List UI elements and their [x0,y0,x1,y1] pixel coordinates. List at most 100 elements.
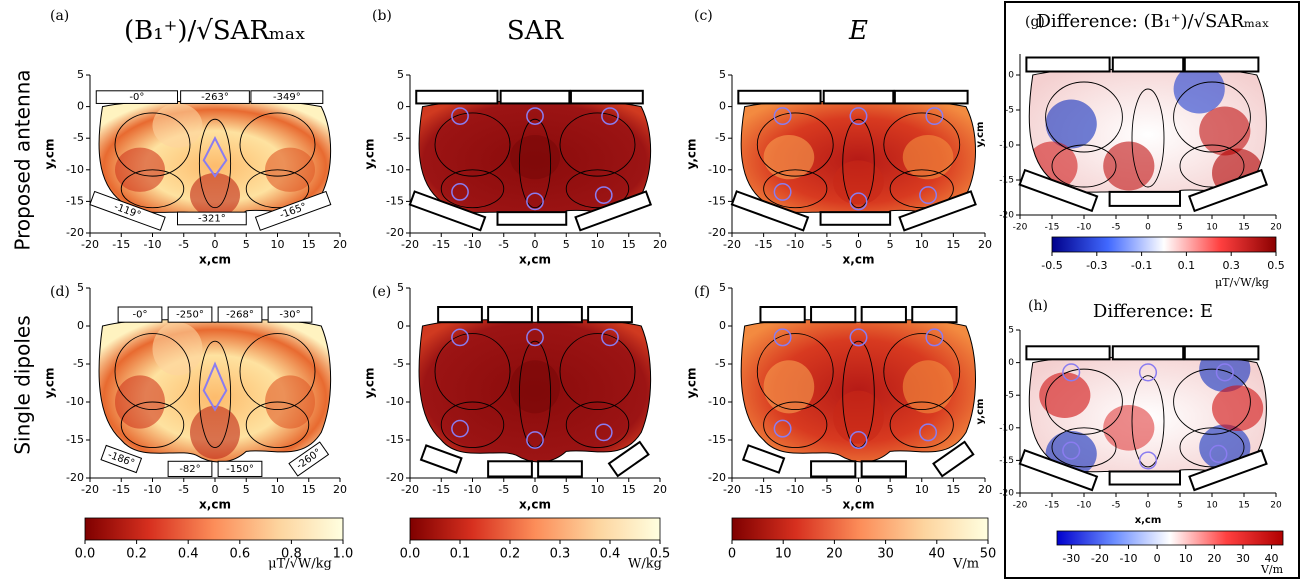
contour [559,112,636,177]
colorbar-tick-label: 40 [929,547,946,562]
x-tick-label: 20 [1270,223,1282,233]
colorbar-tick-label: 1.0 [333,547,354,562]
target-point [601,107,619,125]
contour [756,112,834,177]
antenna-element [741,444,786,474]
colorbar-tick-label: 0.1 [1178,259,1196,272]
antenna-box [288,441,330,477]
panel-label: (g) [1025,14,1045,30]
colorbar-tick-label: 40 [1265,552,1279,565]
y-tick-label: -20 [66,471,84,484]
target-point [451,107,469,125]
x-tick-label: -15 [755,238,773,251]
inset-frame [1004,1,1300,579]
panel-label: (b) [372,8,392,24]
field-detail [763,360,954,444]
colorbar [731,517,989,541]
target-point [451,419,469,438]
field-blob [510,360,560,414]
x-tick-label: -5 [498,238,509,251]
antenna-element: -250° [167,306,213,323]
antenna-element [1183,345,1260,361]
y-tick-label: -5 [73,131,84,144]
x-tick-label: -5 [498,483,509,496]
panel-title: (B₁⁺)/√SARₘₐₓ [124,16,306,46]
contour [440,169,505,209]
target-point [773,419,792,438]
antenna-element [496,211,568,226]
panel-label: (d) [50,284,70,300]
panel-title: SAR [507,16,565,46]
colorbar-tick-label: 0.0 [75,547,96,562]
colorbar-tick-label: 0.3 [550,547,571,562]
target-point [526,107,544,125]
field-blob [152,103,203,148]
antenna-element [499,89,571,105]
x-tick-label: 15 [302,238,316,251]
colorbar-tick-label: 0.2 [500,547,521,562]
y-axis-label: y,cm [363,138,377,169]
x-tick-label: 20 [333,483,347,496]
x-tick-label: 10 [1206,223,1218,233]
y-tick-label: -20 [708,226,726,239]
y-axis-label: y,cm [975,399,986,425]
y-tick-label: 5 [397,281,404,294]
x-tick-label: 5 [1177,501,1183,511]
antenna-element [932,440,975,478]
x-tick-label: -10 [464,483,482,496]
colorbar-tick-label: 0.3 [1222,259,1240,272]
field-blob [265,375,315,429]
panel-label: (h) [1028,298,1048,314]
y-tick-label: -15 [66,194,84,207]
contour [1173,368,1251,435]
target-point [526,192,544,211]
contour [756,333,834,411]
y-tick-label: -5 [393,131,404,144]
field-detail [510,360,560,414]
contour [1131,88,1165,188]
contour [245,169,310,209]
antenna-element [819,211,892,226]
antenna-element [607,440,650,478]
colorbar-tick-label: -20 [1091,552,1109,565]
target-point [601,328,619,347]
x-tick-label: -5 [821,483,832,496]
y-tick-label: -15 [708,433,726,446]
antenna-box [537,306,583,324]
contour [842,118,875,209]
antenna-element: -30° [267,306,313,323]
antenna-box [250,90,324,104]
antenna-element: -186° [100,444,143,474]
x-axis-label: x,cm [199,253,231,267]
x-tick-label: -5 [821,238,832,251]
x-tick-label: 10 [915,238,929,251]
antenna-box [254,190,332,231]
antenna-element [487,460,533,478]
antenna-element [487,306,533,324]
antenna-box [607,440,650,478]
x-tick-label: -10 [786,238,804,251]
contour [434,112,511,177]
antenna-box [898,190,977,232]
y-tick-label: 0 [719,319,726,332]
target-region [202,361,228,412]
field-blob [902,360,954,414]
antenna-element [574,190,653,232]
colorbar-unit: V/m [1260,563,1284,576]
target-point [925,107,944,126]
x-tick-label: 20 [1270,501,1282,511]
y-axis-label: y,cm [43,138,57,169]
target-point [773,328,792,347]
target-point [451,183,469,201]
target-point [849,192,868,211]
y-axis-label: y,cm [685,138,699,169]
y-tick-label: -5 [715,357,726,370]
contour [559,333,636,411]
x-tick-label: 20 [653,238,667,251]
x-tick-label: -15 [1045,501,1060,511]
target-point [1138,451,1158,470]
y-tick-label: -5 [715,131,726,144]
contour [883,112,961,177]
panel-label: (a) [50,8,69,24]
x-tick-label: 10 [271,483,285,496]
